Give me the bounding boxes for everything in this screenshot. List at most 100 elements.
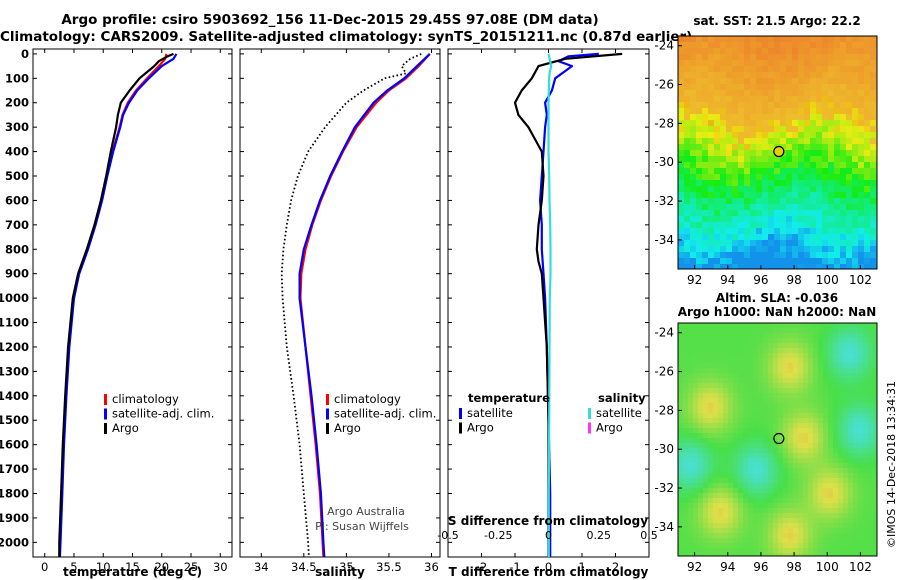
map-cell xyxy=(823,493,829,499)
map-cell xyxy=(818,523,824,529)
map-cell xyxy=(703,393,709,399)
map-cell xyxy=(708,192,715,199)
map-cell xyxy=(863,553,869,556)
map-cell xyxy=(858,90,865,97)
map-cell xyxy=(683,458,689,464)
map-cell xyxy=(748,548,754,554)
map-cell xyxy=(788,453,794,459)
map-cell xyxy=(828,246,835,253)
map-cell xyxy=(684,150,691,157)
map-cell xyxy=(728,508,734,514)
map-cell xyxy=(843,428,849,434)
map-cell xyxy=(873,503,877,509)
map-cell xyxy=(696,192,703,199)
map-cell xyxy=(720,78,727,85)
map-cell xyxy=(732,180,739,187)
map-cell xyxy=(738,234,745,241)
map-cell xyxy=(684,186,691,193)
map-cell xyxy=(698,488,704,494)
map-cell xyxy=(870,228,877,235)
map-cell xyxy=(726,48,733,55)
map-cell xyxy=(873,393,877,399)
map-cell xyxy=(780,66,787,73)
map-cell xyxy=(828,162,835,169)
map-cell xyxy=(723,378,729,384)
map-cell xyxy=(720,150,727,157)
map-cell xyxy=(684,42,691,49)
map-cell xyxy=(773,488,779,494)
map-cell xyxy=(726,228,733,235)
map-cell xyxy=(818,423,824,429)
map-cell xyxy=(756,246,763,253)
map-cell xyxy=(708,523,714,529)
map-cell xyxy=(808,328,814,334)
map-cell xyxy=(833,363,839,369)
map-cell xyxy=(864,60,871,67)
map-cell xyxy=(678,508,684,514)
map-cell xyxy=(750,54,757,61)
map-cell xyxy=(840,168,847,175)
map-cell xyxy=(690,216,697,223)
map-cell xyxy=(678,264,685,269)
map-cell xyxy=(792,174,799,181)
map-cell xyxy=(863,498,869,504)
map-cell xyxy=(762,150,769,157)
map-cell xyxy=(834,234,841,241)
map-cell xyxy=(793,493,799,499)
map-cell xyxy=(678,60,685,67)
difference-panel: -2 -1 0 1 2T difference from climatology-0.5… xyxy=(437,48,658,579)
map-cell xyxy=(786,216,793,223)
map-cell xyxy=(733,368,739,374)
map-cell xyxy=(778,423,784,429)
map-cell xyxy=(733,348,739,354)
map-cell xyxy=(732,54,739,61)
map-cell xyxy=(783,468,789,474)
map-cell xyxy=(846,192,853,199)
map-cell xyxy=(753,373,759,379)
map-cell xyxy=(693,523,699,529)
map-cell xyxy=(818,358,824,364)
x-tick-label: 2 xyxy=(612,560,619,574)
map-cell xyxy=(688,508,694,514)
map-cell xyxy=(748,353,754,359)
map-cell xyxy=(708,60,715,67)
map-cell xyxy=(693,483,699,489)
map-cell xyxy=(873,378,877,384)
map-cell xyxy=(823,473,829,479)
map-cell xyxy=(833,348,839,354)
x-tick-label: 0 xyxy=(41,560,48,574)
map-cell xyxy=(768,204,775,211)
map-cell xyxy=(728,538,734,544)
map-cell xyxy=(813,398,819,404)
lat-tick-label: -24 xyxy=(654,326,674,340)
map-cell xyxy=(780,90,787,97)
map-cell xyxy=(708,403,714,409)
map-cell xyxy=(870,150,877,157)
map-cell xyxy=(788,323,794,329)
map-cell xyxy=(738,508,744,514)
map-cell xyxy=(808,428,814,434)
map-cell xyxy=(864,42,871,49)
map-cell xyxy=(822,264,829,269)
map-cell xyxy=(720,42,727,49)
map-cell xyxy=(828,114,835,121)
map-cell xyxy=(786,192,793,199)
map-cell xyxy=(698,493,704,499)
map-cell xyxy=(816,210,823,217)
map-cell xyxy=(863,328,869,334)
map-cell xyxy=(783,508,789,514)
map-cell xyxy=(773,423,779,429)
map-cell xyxy=(793,538,799,544)
map-cell xyxy=(858,323,864,329)
map-cell xyxy=(823,413,829,419)
map-cell xyxy=(808,363,814,369)
map-cell xyxy=(738,553,744,556)
map-cell xyxy=(846,150,853,157)
map-cell xyxy=(762,168,769,175)
map-cell xyxy=(748,528,754,534)
map-cell xyxy=(863,398,869,404)
map-cell xyxy=(833,393,839,399)
map-cell xyxy=(798,240,805,247)
map-cell xyxy=(698,358,704,364)
map-cell xyxy=(810,234,817,241)
